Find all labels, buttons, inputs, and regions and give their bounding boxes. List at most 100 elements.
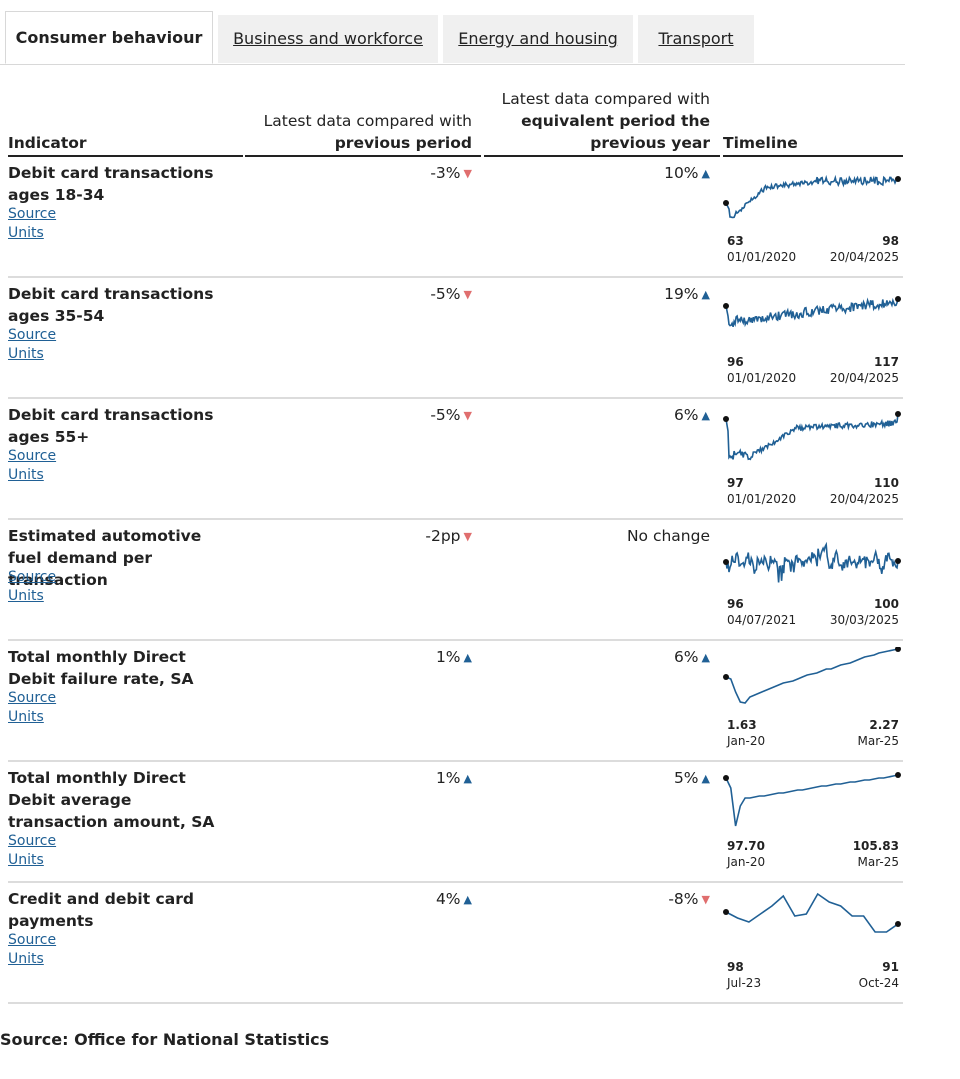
timeline-line <box>725 413 899 461</box>
indicator-title: Credit and debit card payments <box>8 890 194 930</box>
indicator-title: Estimated automotive fuel demand per tra… <box>8 527 202 589</box>
tab-bar: Consumer behaviour Business and workforc… <box>0 11 905 65</box>
row-divider <box>8 881 903 883</box>
timeline-start-date: 04/07/2021 <box>727 613 797 627</box>
units-link[interactable]: Units <box>8 951 44 967</box>
up-arrow-icon: ▲ <box>701 167 710 180</box>
timeline-end-dot <box>895 296 901 302</box>
timeline-start-value: 98 <box>727 960 744 974</box>
previous-year-change: 5% ▲ <box>484 767 710 790</box>
header-previous-year-line1: Latest data compared with <box>501 90 710 108</box>
up-arrow-icon: ▲ <box>463 893 472 906</box>
timeline-start-value: 63 <box>727 234 744 248</box>
timeline-line <box>725 297 899 328</box>
source-link[interactable]: Source <box>8 833 57 849</box>
timeline-end-date: 20/04/2025 <box>829 250 899 264</box>
up-arrow-icon: ▲ <box>463 772 472 785</box>
timeline-sparkline <box>723 541 901 583</box>
row-divider <box>8 639 903 641</box>
timeline-start-dot <box>723 674 729 680</box>
units-link[interactable]: Units <box>8 852 44 868</box>
source-link[interactable]: Source <box>8 932 57 948</box>
header-previous-period: Latest data compared with previous perio… <box>245 110 472 154</box>
up-arrow-icon: ▲ <box>701 772 710 785</box>
previous-year-value: 10% <box>664 164 699 182</box>
indicator-title: Total monthly Direct Debit failure rate,… <box>8 648 194 688</box>
header-previous-year: Latest data compared with equivalent per… <box>484 88 710 154</box>
timeline-start-date: 01/01/2020 <box>727 371 797 385</box>
timeline-start-value: 97 <box>727 476 744 490</box>
header-previous-period-line1: Latest data compared with <box>263 112 472 130</box>
tab-consumer-behaviour[interactable]: Consumer behaviour <box>5 11 213 64</box>
indicator-row: Credit and debit card payments Source Unit… <box>0 883 960 1004</box>
timeline-start-value: 96 <box>727 355 744 369</box>
previous-year-value: 5% <box>673 769 699 787</box>
timeline-sparkline <box>723 174 901 219</box>
source-link[interactable]: Source <box>8 327 57 343</box>
units-link[interactable]: Units <box>8 709 44 725</box>
header-timeline: Timeline <box>723 134 798 152</box>
previous-period-value: -5% <box>430 406 461 424</box>
indicator-row: Total monthly Direct Debit failure rate,… <box>0 641 960 762</box>
timeline-end-dot <box>895 176 901 182</box>
previous-period-change: 1% ▲ <box>245 767 472 790</box>
timeline-end-date: Mar-25 <box>857 734 899 748</box>
timeline-start-dot <box>723 303 729 309</box>
timeline-sparkline <box>723 647 901 704</box>
tab-energy-and-housing[interactable]: Energy and housing <box>443 15 633 63</box>
previous-period-change: -3% ▼ <box>245 162 472 185</box>
timeline-start-date: 01/01/2020 <box>727 492 797 506</box>
indicator-links: Source Units <box>8 689 56 727</box>
units-link[interactable]: Units <box>8 346 44 362</box>
timeline-end-value: 110 <box>873 476 899 490</box>
timeline-start-date: Jul-23 <box>727 976 762 990</box>
timeline-start-value: 96 <box>727 597 744 611</box>
tab-transport[interactable]: Transport <box>638 15 754 63</box>
indicator-row: Debit card transactions ages 35-54 Source… <box>0 278 960 399</box>
previous-year-value: 6% <box>673 648 699 666</box>
timeline-start-dot <box>723 775 729 781</box>
timeline-start-date: 01/01/2020 <box>727 250 797 264</box>
units-link[interactable]: Units <box>8 588 44 604</box>
timeline-end-date: Oct-24 <box>858 976 899 990</box>
timeline-line <box>725 541 899 583</box>
timeline-line <box>725 774 899 827</box>
previous-period-value: -3% <box>430 164 461 182</box>
source-link[interactable]: Source <box>8 206 57 222</box>
timeline-sparkline <box>723 772 901 827</box>
timeline-end-date: 20/04/2025 <box>829 371 899 385</box>
down-arrow-icon: ▼ <box>463 288 472 301</box>
previous-year-value: No change <box>626 527 710 545</box>
timeline-sparkline <box>723 411 901 461</box>
previous-period-change: 4% ▲ <box>245 888 472 911</box>
indicator-row: Total monthly Direct Debit average trans… <box>0 762 960 883</box>
timeline-start-dot <box>723 416 729 422</box>
previous-period-change: -2pp ▼ <box>245 525 472 548</box>
up-arrow-icon: ▲ <box>701 651 710 664</box>
previous-year-change: 6% ▲ <box>484 404 710 427</box>
timeline-end-value: 105.83 <box>852 839 899 853</box>
timeline-start-date: Jan-20 <box>727 855 766 869</box>
source-link[interactable]: Source <box>8 448 57 464</box>
indicator-title: Debit card transactions ages 18-34 <box>8 164 214 204</box>
previous-period-change: -5% ▼ <box>245 404 472 427</box>
previous-period-change: 1% ▲ <box>245 646 472 669</box>
indicator-links: Source Units <box>8 832 56 870</box>
tab-business-and-workforce[interactable]: Business and workforce <box>218 15 438 63</box>
units-link[interactable]: Units <box>8 467 44 483</box>
row-divider <box>8 760 903 762</box>
units-link[interactable]: Units <box>8 225 44 241</box>
source-link[interactable]: Source <box>8 569 57 585</box>
previous-year-value: 19% <box>664 285 699 303</box>
source-link[interactable]: Source <box>8 690 57 706</box>
header-indicator: Indicator <box>8 134 87 152</box>
timeline-start-date: Jan-20 <box>727 734 766 748</box>
row-divider <box>8 518 903 520</box>
indicator-title: Debit card transactions ages 55+ <box>8 406 214 446</box>
header-previous-year-line3: previous year <box>590 134 710 152</box>
timeline-start-dot <box>723 559 729 565</box>
timeline-start-value: 97.70 <box>727 839 765 853</box>
row-divider <box>8 397 903 399</box>
down-arrow-icon: ▼ <box>463 530 472 543</box>
header-previous-year-line2: equivalent period the <box>521 112 710 130</box>
